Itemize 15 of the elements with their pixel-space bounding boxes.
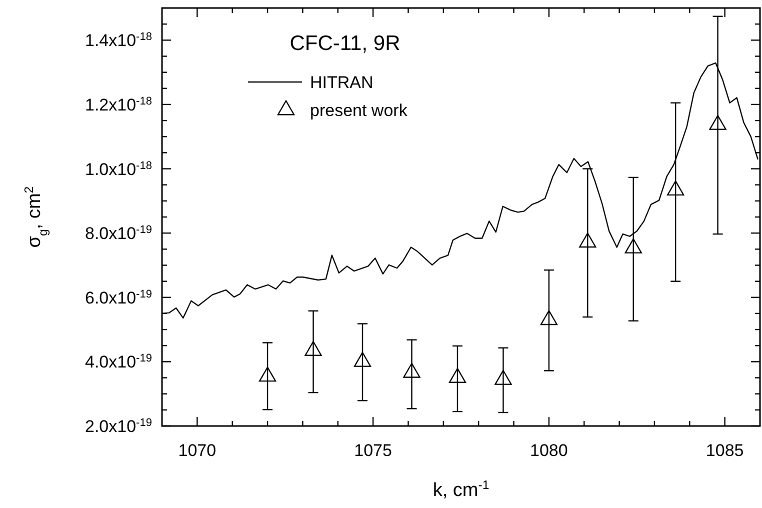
text: CFC-11, 9R — [290, 32, 400, 55]
legend-label: HITRAN — [310, 73, 374, 92]
x-tick-label: 1075 — [354, 441, 392, 460]
y-tick-label: 8.0x10$^{-19}$ — [84, 224, 152, 244]
x-tick-label: 1070 — [178, 441, 216, 460]
y-tick-label: 1.0x10$^{-18}$ — [84, 160, 152, 179]
x-tick-label: 1085 — [706, 441, 744, 460]
y-tick-label: 4.0x10$^{-19}$ — [84, 352, 152, 372]
x-tick-label: 1080 — [530, 441, 568, 460]
y-tick-label: 1.2x10$^{-18}$ — [84, 95, 152, 114]
x-axis-title: k, cm$^{-1}$ — [432, 478, 490, 501]
y-tick-label: 6.0x10$^{-19}$ — [84, 288, 152, 308]
y-tick-label: 2.0x10$^{-19}$ — [84, 417, 152, 436]
y-tick-label: 1.4x10$^{-18}$ — [84, 31, 152, 50]
legend-label: present work — [310, 101, 408, 120]
